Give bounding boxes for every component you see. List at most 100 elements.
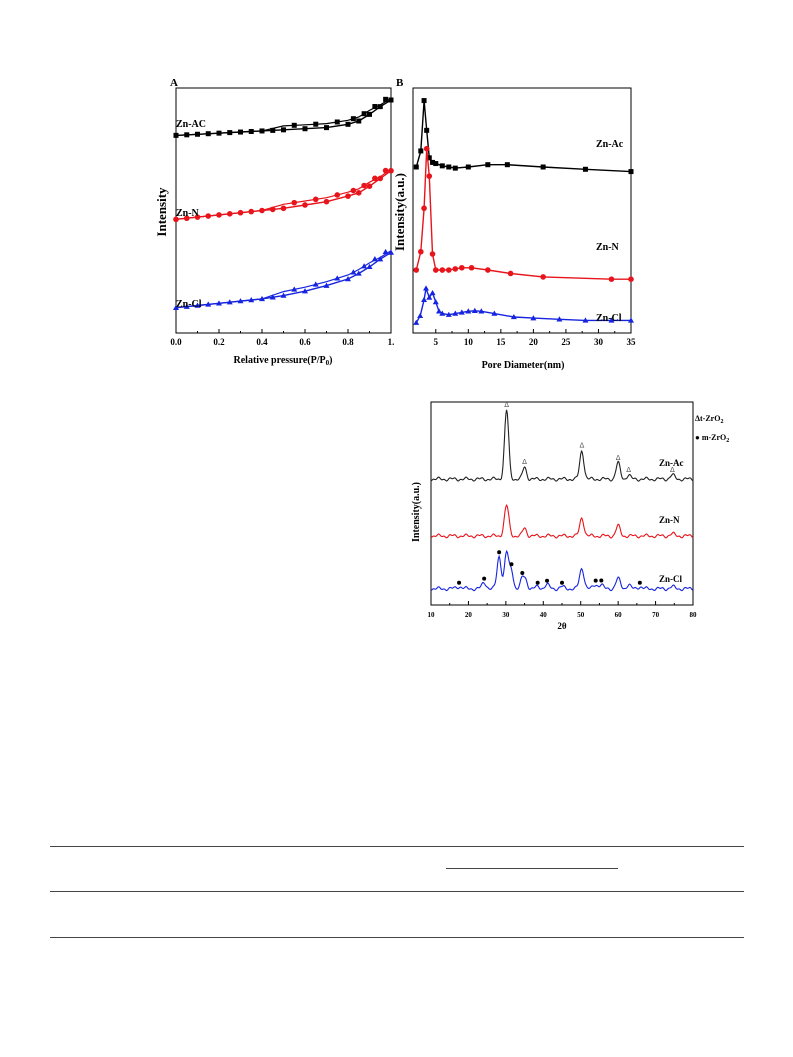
data-point <box>355 270 362 276</box>
data-point <box>491 310 498 316</box>
data-point <box>421 98 427 104</box>
series-zn-n <box>173 167 394 223</box>
delta-marker: Δ <box>504 401 509 409</box>
series-label-zn-n: Zn-N <box>596 242 620 253</box>
data-point <box>540 164 546 170</box>
data-point <box>366 263 373 270</box>
data-point <box>361 182 367 189</box>
data-point <box>237 209 244 216</box>
series-label-zn-n: Zn-N <box>659 515 680 525</box>
data-point <box>194 302 201 308</box>
data-point <box>345 193 351 199</box>
data-point <box>413 164 419 170</box>
data-point <box>582 317 589 323</box>
x-tick-label: 0.0 <box>170 337 182 347</box>
data-point <box>433 161 439 167</box>
x-tick-label: 30 <box>594 337 604 347</box>
data-point <box>468 264 475 271</box>
series-zn-ac <box>173 96 394 138</box>
data-point <box>439 267 446 273</box>
data-point <box>312 281 319 287</box>
data-point <box>183 215 190 222</box>
data-point <box>194 214 201 220</box>
dot-marker <box>535 580 540 585</box>
x-tick-label: 0.4 <box>256 337 268 347</box>
data-point <box>426 155 432 161</box>
data-point <box>478 308 485 314</box>
data-point <box>439 310 446 316</box>
data-point <box>413 319 420 325</box>
series-label-zn-ac: Zn-Ac <box>596 139 624 150</box>
data-point <box>429 251 436 257</box>
plot-frame <box>412 87 632 334</box>
data-point <box>248 208 255 215</box>
delta-marker: Δ <box>616 454 621 462</box>
x-axis-label: 2θ <box>557 621 567 631</box>
x-tick-label: 35 <box>627 337 637 347</box>
series-line <box>415 99 632 173</box>
data-point <box>334 192 341 198</box>
data-point <box>226 299 233 305</box>
data-point <box>345 276 351 282</box>
x-axis-label: Relative pressure(P/P0) <box>234 355 333 367</box>
x-tick-label: 80 <box>690 611 698 619</box>
x-tick-label: 0.8 <box>342 337 354 347</box>
data-point <box>485 267 491 273</box>
data-point <box>421 205 427 212</box>
dot-marker <box>545 578 550 583</box>
data-point <box>377 104 383 110</box>
data-point <box>628 317 634 323</box>
data-point <box>248 297 255 303</box>
series-zn-ac <box>413 98 634 175</box>
data-point <box>628 276 634 283</box>
x-axis-label: Pore Diameter(nm) <box>482 360 565 371</box>
data-point <box>430 159 436 165</box>
series-zn-n <box>413 145 634 283</box>
delta-marker: Δ <box>670 466 675 474</box>
x-tick-label: 0.6 <box>299 337 311 347</box>
table-top-rule <box>50 846 744 847</box>
y-axis-label: Intensity(a.u.) <box>392 173 407 251</box>
data-point <box>183 303 190 309</box>
series-label-zn-ac: Zn-AC <box>176 119 206 130</box>
data-point <box>608 276 615 283</box>
data-point <box>259 295 265 302</box>
data-point <box>205 131 211 137</box>
data-point <box>269 206 276 213</box>
data-point <box>388 97 394 103</box>
data-point <box>355 190 362 196</box>
data-point <box>388 167 394 174</box>
delta-marker: Δ <box>626 466 631 474</box>
data-point <box>323 282 330 288</box>
x-tick-label: 20 <box>529 337 539 347</box>
data-point <box>485 162 491 168</box>
data-point <box>216 212 222 218</box>
data-point <box>356 118 362 124</box>
x-tick-label: 25 <box>561 337 571 347</box>
data-point <box>227 130 233 136</box>
dot-marker <box>520 571 525 576</box>
x-tick-label: 60 <box>615 611 623 619</box>
data-point <box>281 127 286 133</box>
series-label-zn-n: Zn-N <box>176 208 200 219</box>
series-label-zn-cl: Zn-Cl <box>659 574 683 584</box>
data-point <box>238 129 243 135</box>
x-tick-label: 50 <box>577 611 585 619</box>
data-point <box>445 311 452 317</box>
data-point <box>459 264 465 271</box>
data-point <box>345 121 351 127</box>
x-tick-label: 15 <box>496 337 506 347</box>
x-tick-label: 10 <box>428 611 436 619</box>
data-point <box>173 132 179 138</box>
table-bottom-rule <box>50 937 744 938</box>
data-point <box>507 270 514 277</box>
data-point <box>421 296 428 303</box>
table-group-rule <box>446 868 618 869</box>
data-point <box>452 165 458 171</box>
data-point <box>350 116 356 122</box>
series-line <box>415 287 631 324</box>
data-point <box>628 169 634 175</box>
data-point <box>280 205 287 212</box>
